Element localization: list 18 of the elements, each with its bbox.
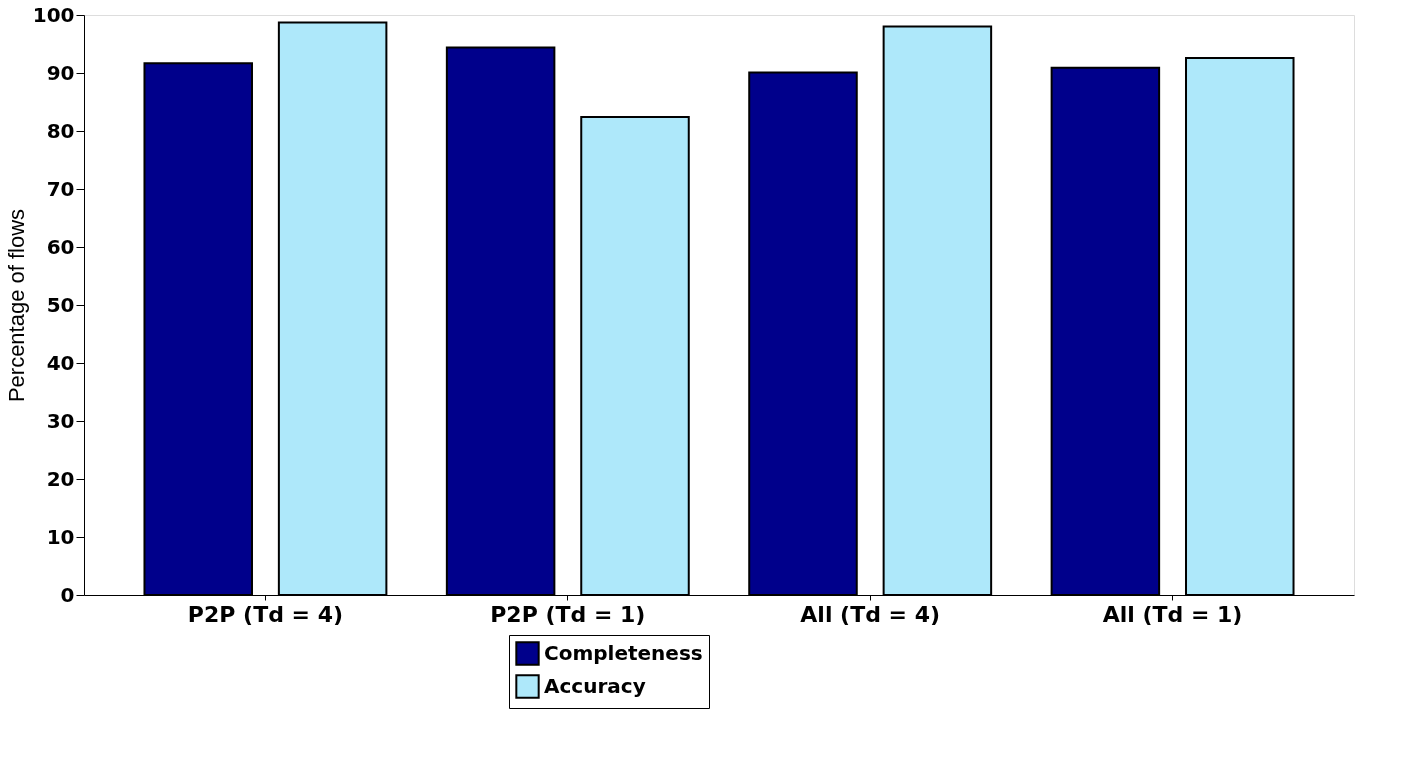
legend-label: Accuracy (544, 673, 646, 698)
y-tick-label: 0 (60, 582, 75, 607)
y-tick-label: 60 (46, 234, 75, 259)
x-tick-label: P2P (Td = 4) (187, 601, 343, 627)
x-tick-label: All (Td = 1) (1102, 601, 1243, 627)
y-tick-label: 40 (46, 350, 75, 375)
x-tick-label: All (Td = 4) (800, 601, 941, 627)
y-tick-label: 10 (46, 524, 75, 549)
y-tick-label: 50 (46, 292, 75, 317)
y-tick-label: 90 (46, 60, 75, 85)
y-tick-label: 100 (32, 2, 75, 27)
y-tick-label: 80 (46, 118, 75, 143)
legend-label: Completeness (544, 640, 703, 665)
y-tick-label: 20 (46, 466, 75, 491)
x-tick-label: P2P (Td = 1) (490, 601, 646, 627)
y-tick-label: 70 (46, 176, 75, 201)
y-tick-label: 30 (46, 408, 75, 433)
y-axis-title: Percentage of flows (3, 208, 29, 403)
